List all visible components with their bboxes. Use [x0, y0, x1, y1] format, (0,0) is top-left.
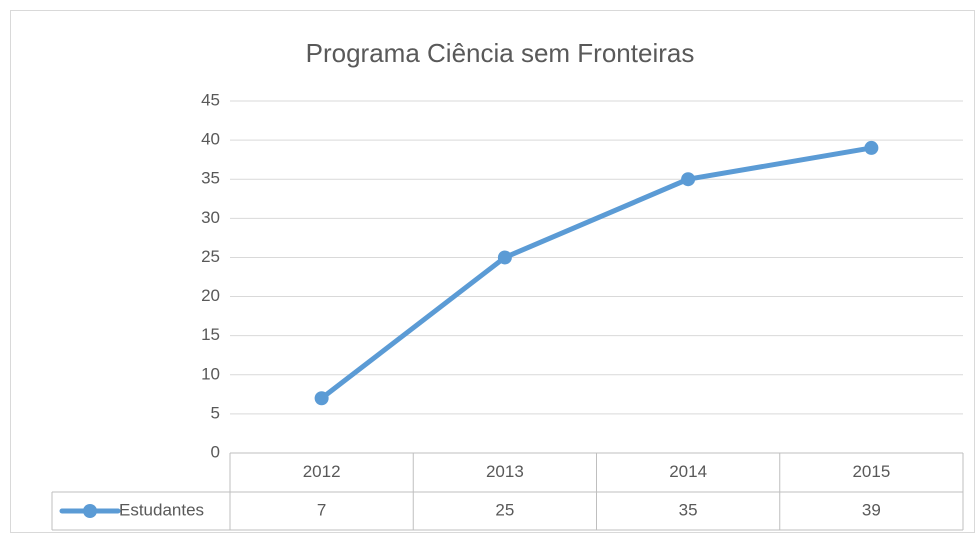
legend-label: Estudantes [119, 500, 204, 519]
chart-border [10, 10, 975, 533]
x-tick-label: 2012 [303, 462, 341, 481]
y-tick-label: 40 [201, 130, 220, 149]
marker [314, 391, 329, 406]
table-value: 7 [317, 500, 326, 519]
y-tick-label: 45 [201, 90, 220, 109]
x-tick-label: 2014 [669, 462, 707, 481]
x-tick-label: 2015 [852, 462, 890, 481]
table-value: 39 [862, 500, 881, 519]
y-tick-label: 5 [211, 403, 220, 422]
legend-marker [83, 504, 97, 518]
y-tick-label: 25 [201, 247, 220, 266]
y-tick-label: 15 [201, 325, 220, 344]
y-tick-label: 20 [201, 286, 220, 305]
marker [864, 140, 879, 155]
table-value: 35 [679, 500, 698, 519]
marker [497, 250, 512, 265]
chart-title: Programa Ciência sem Fronteiras [306, 38, 695, 68]
y-tick-label: 0 [211, 442, 220, 461]
y-tick-label: 10 [201, 364, 220, 383]
table-value: 25 [495, 500, 514, 519]
line [319, 145, 874, 401]
y-tick-label: 35 [201, 169, 220, 188]
y-tick-label: 30 [201, 208, 220, 227]
marker [681, 172, 696, 187]
x-tick-label: 2013 [486, 462, 524, 481]
